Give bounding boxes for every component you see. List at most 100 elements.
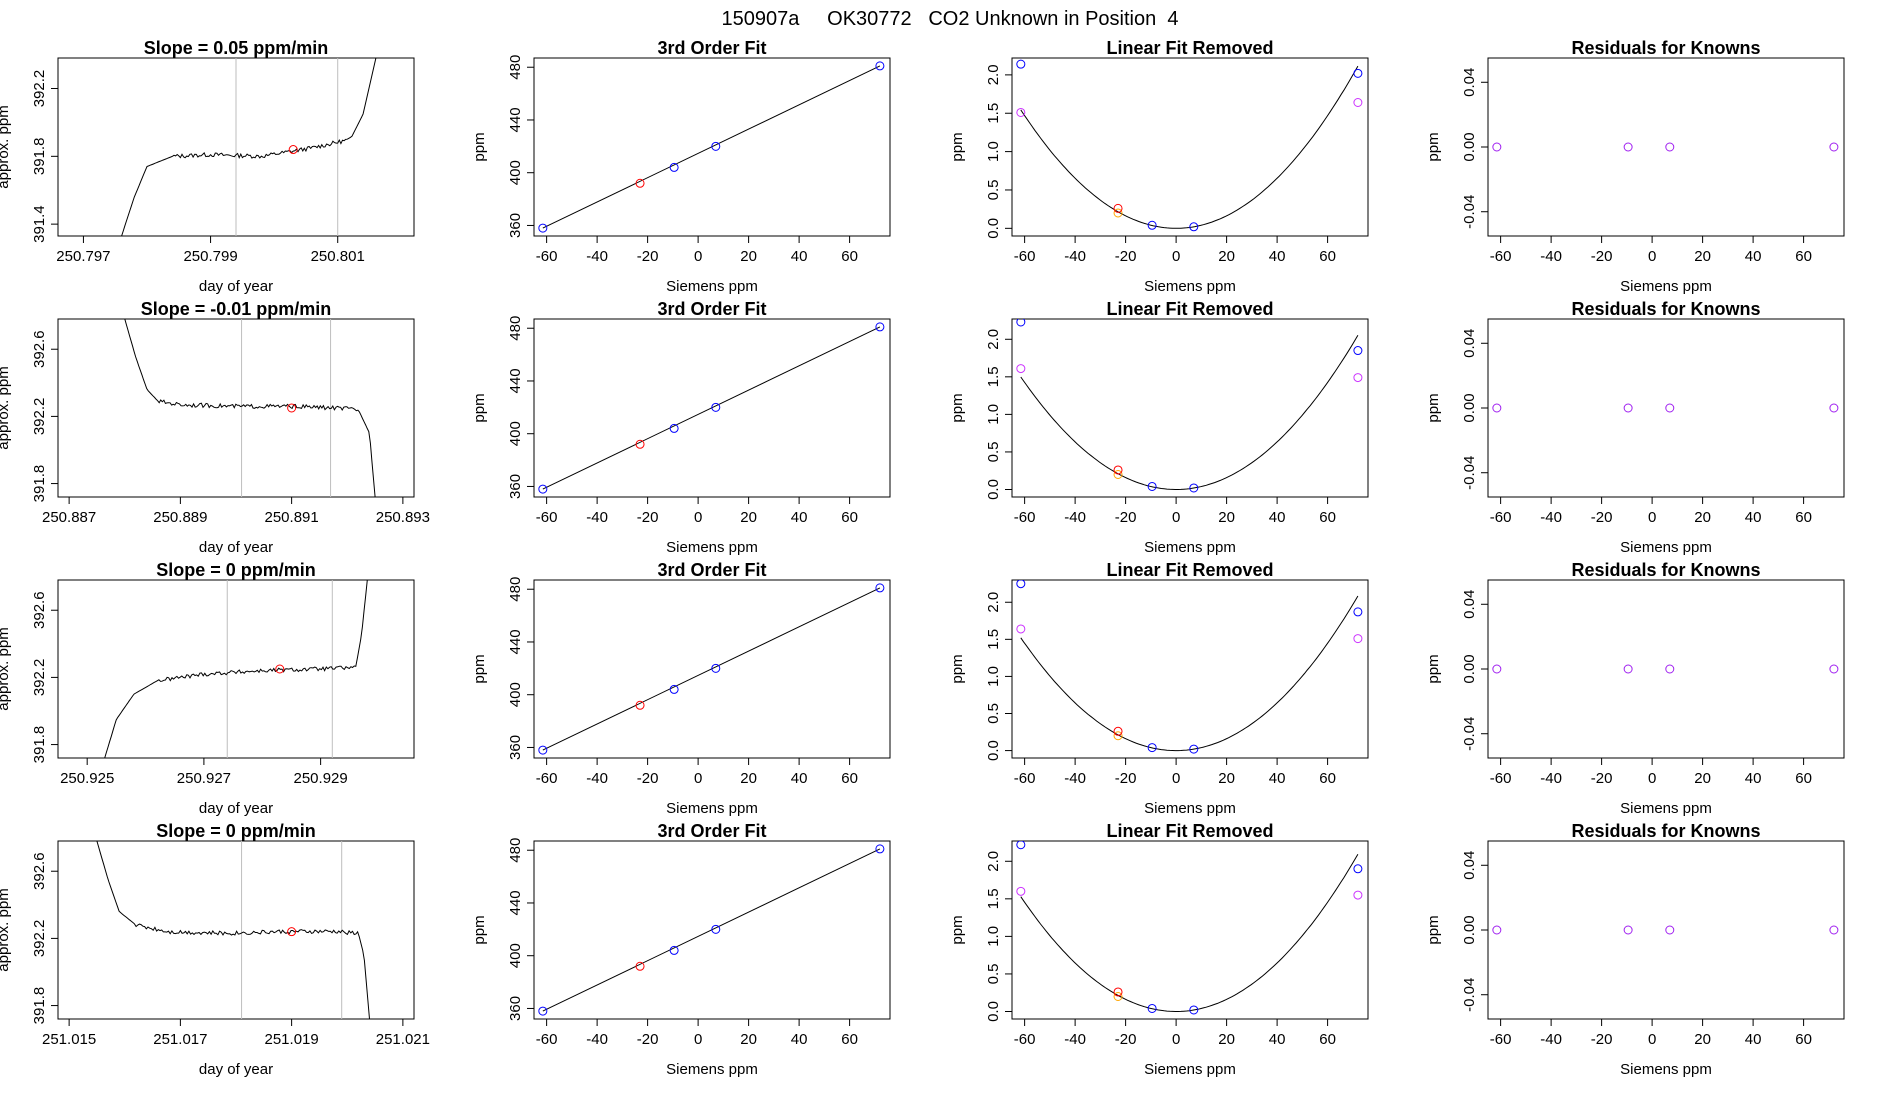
panel-title: Residuals for Knowns (1571, 38, 1760, 58)
standard-point (538, 1006, 548, 1016)
x-tick-label: 20 (1218, 509, 1235, 526)
plot-frame (57, 840, 415, 1020)
plot-area (104, 580, 368, 758)
x-tick-label: 20 (740, 770, 757, 787)
chart-panel-r2c4: Residuals for Knowns Siemens ppm ppm -60 -40… (1425, 299, 1845, 556)
mean-marker (287, 927, 297, 937)
chart-panel-r2c2: 3rd Order Fit Siemens ppm ppm -60 -40 -20 0 20 4… (471, 299, 891, 556)
y-tick-label: 400 (507, 160, 524, 185)
y-tick-label: 2.0 (985, 592, 1002, 613)
y-axis-label: approx. ppm (0, 627, 12, 710)
figure-title: 150907a OK30772 CO2 Unknown in Position … (722, 8, 1179, 30)
plot-frame (533, 840, 891, 1020)
x-tick-label: 40 (1269, 248, 1286, 265)
chart-panel-r3c3: Linear Fit Removed Siemens ppm ppm -60 -40 -2… (949, 560, 1369, 817)
plot-frame (1011, 579, 1369, 759)
standard-point (669, 684, 679, 694)
plot-area (1016, 841, 1363, 1015)
y-axis-label: ppm (471, 393, 488, 422)
panel-title: Residuals for Knowns (1571, 821, 1760, 841)
unknown-alt-point (1113, 731, 1123, 741)
panel-title: Slope = 0 ppm/min (156, 821, 316, 841)
x-tick-label: -20 (1591, 770, 1613, 787)
mean-marker (287, 403, 297, 413)
standard-point (1016, 841, 1026, 850)
y-tick-label: 0.0 (985, 1001, 1002, 1022)
y-tick-label: 392.6 (31, 852, 48, 890)
y-axis-label: ppm (949, 654, 966, 683)
analyzer-trace (96, 841, 370, 1019)
plot-area (1492, 403, 1839, 413)
chart-panel-r1c4: Residuals for Knowns Siemens ppm ppm -60 -40… (1425, 38, 1845, 295)
x-tick-label: -60 (1490, 770, 1512, 787)
y-tick-label: 0.0 (985, 218, 1002, 239)
panel-title: Slope = 0.05 ppm/min (144, 38, 329, 58)
y-tick-label: 391.8 (31, 726, 48, 764)
x-tick-label: -60 (536, 248, 558, 265)
panel-title: Linear Fit Removed (1106, 821, 1273, 841)
residual-point (1665, 403, 1675, 413)
panel-title: 3rd Order Fit (657, 821, 766, 841)
x-tick-label: -60 (1014, 1031, 1036, 1048)
x-tick-label: 0 (1648, 509, 1656, 526)
panel-title: 3rd Order Fit (657, 299, 766, 319)
chart-panel-r4c1: Slope = 0 ppm/min day of year approx. ppm 2… (0, 821, 430, 1078)
y-tick-label: 0.04 (1461, 329, 1478, 358)
x-tick-label: 251.017 (153, 1031, 207, 1048)
x-tick-label: -60 (536, 770, 558, 787)
y-tick-label: -0.04 (1461, 456, 1478, 490)
x-tick-label: 40 (1745, 770, 1762, 787)
y-tick-label: 0.0 (985, 740, 1002, 761)
residual-point (1829, 925, 1839, 935)
standard-point (1353, 864, 1363, 874)
panel-title: 3rd Order Fit (657, 560, 766, 580)
x-tick-label: 20 (1694, 248, 1711, 265)
panel-grid: Slope = 0.05 ppm/min day of year approx. p… (0, 38, 1845, 1078)
y-tick-label: 0.5 (985, 180, 1002, 201)
x-tick-label: 0 (1172, 770, 1180, 787)
x-tick-label: 40 (791, 1031, 808, 1048)
y-tick-label: 392.2 (31, 398, 48, 436)
y-tick-label: -0.04 (1461, 717, 1478, 751)
x-tick-label: 251.019 (265, 1031, 319, 1048)
residual-point (1829, 403, 1839, 413)
y-tick-label: 2.0 (985, 851, 1002, 872)
fit-curve (1020, 335, 1359, 490)
plot-area (538, 844, 885, 1016)
standard-point (1147, 481, 1157, 491)
mean-marker (288, 145, 298, 155)
plot-frame (533, 579, 891, 759)
y-tick-label: 1.0 (985, 926, 1002, 947)
y-tick-label: 400 (507, 421, 524, 446)
y-tick-label: 0.00 (1461, 132, 1478, 161)
x-tick-label: 0 (1648, 1031, 1656, 1048)
x-tick-label: -20 (637, 509, 659, 526)
unknown-point (1113, 726, 1123, 736)
unknown-alt-point (1113, 208, 1123, 218)
y-axis-label: ppm (1425, 915, 1442, 944)
unknown-alt-point (1113, 991, 1123, 1001)
x-tick-label: -40 (1540, 1031, 1562, 1048)
x-tick-label: 60 (1795, 248, 1812, 265)
x-tick-label: 250.889 (153, 509, 207, 526)
x-tick-label: 0 (694, 509, 702, 526)
y-tick-label: 400 (507, 682, 524, 707)
x-tick-label: 20 (1218, 770, 1235, 787)
y-tick-label: 1.0 (985, 666, 1002, 687)
x-tick-label: 40 (1269, 509, 1286, 526)
x-tick-label: 60 (1319, 509, 1336, 526)
y-tick-label: 0.5 (985, 703, 1002, 724)
y-axis-label: ppm (471, 132, 488, 161)
x-tick-label: 0 (1172, 509, 1180, 526)
x-axis-label: Siemens ppm (1144, 539, 1236, 556)
x-axis-label: Siemens ppm (1620, 800, 1712, 817)
x-axis-label: day of year (199, 800, 273, 817)
x-tick-label: 250.925 (60, 770, 114, 787)
y-tick-label: 0.5 (985, 964, 1002, 985)
x-tick-label: 20 (740, 509, 757, 526)
plot-area (1016, 319, 1363, 493)
x-tick-label: 20 (740, 248, 757, 265)
standard-point (1189, 744, 1199, 754)
analyzer-trace (124, 319, 376, 497)
x-tick-label: 0 (694, 1031, 702, 1048)
